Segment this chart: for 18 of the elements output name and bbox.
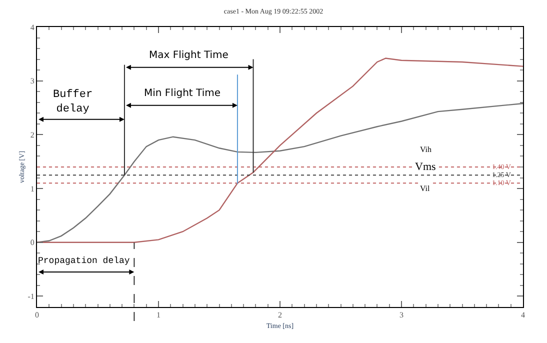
- line-series: [37, 102, 523, 243]
- annotation: Vih: [420, 145, 432, 154]
- x-tick-label: 1: [156, 310, 160, 320]
- y-tick-label: 1: [30, 184, 34, 194]
- annotation: Buffer delay: [53, 89, 93, 116]
- annotation: Propagation delay: [38, 256, 130, 266]
- y-tick-label: 4: [30, 22, 34, 32]
- annotation: Vil: [420, 184, 431, 193]
- y-tick-label: -1: [28, 292, 34, 302]
- x-tick-label: 2: [278, 310, 282, 320]
- annotation: Vms: [415, 161, 436, 173]
- x-tick-label: 3: [400, 310, 404, 320]
- annotation: Min Flight Time: [144, 88, 220, 99]
- annotation: Max Flight Time: [149, 50, 228, 61]
- y-tick-label: 2: [30, 130, 34, 140]
- x-tick-label: 4: [521, 310, 525, 320]
- y-tick-label: 0: [30, 238, 34, 248]
- y-tick-label: 3: [30, 76, 34, 86]
